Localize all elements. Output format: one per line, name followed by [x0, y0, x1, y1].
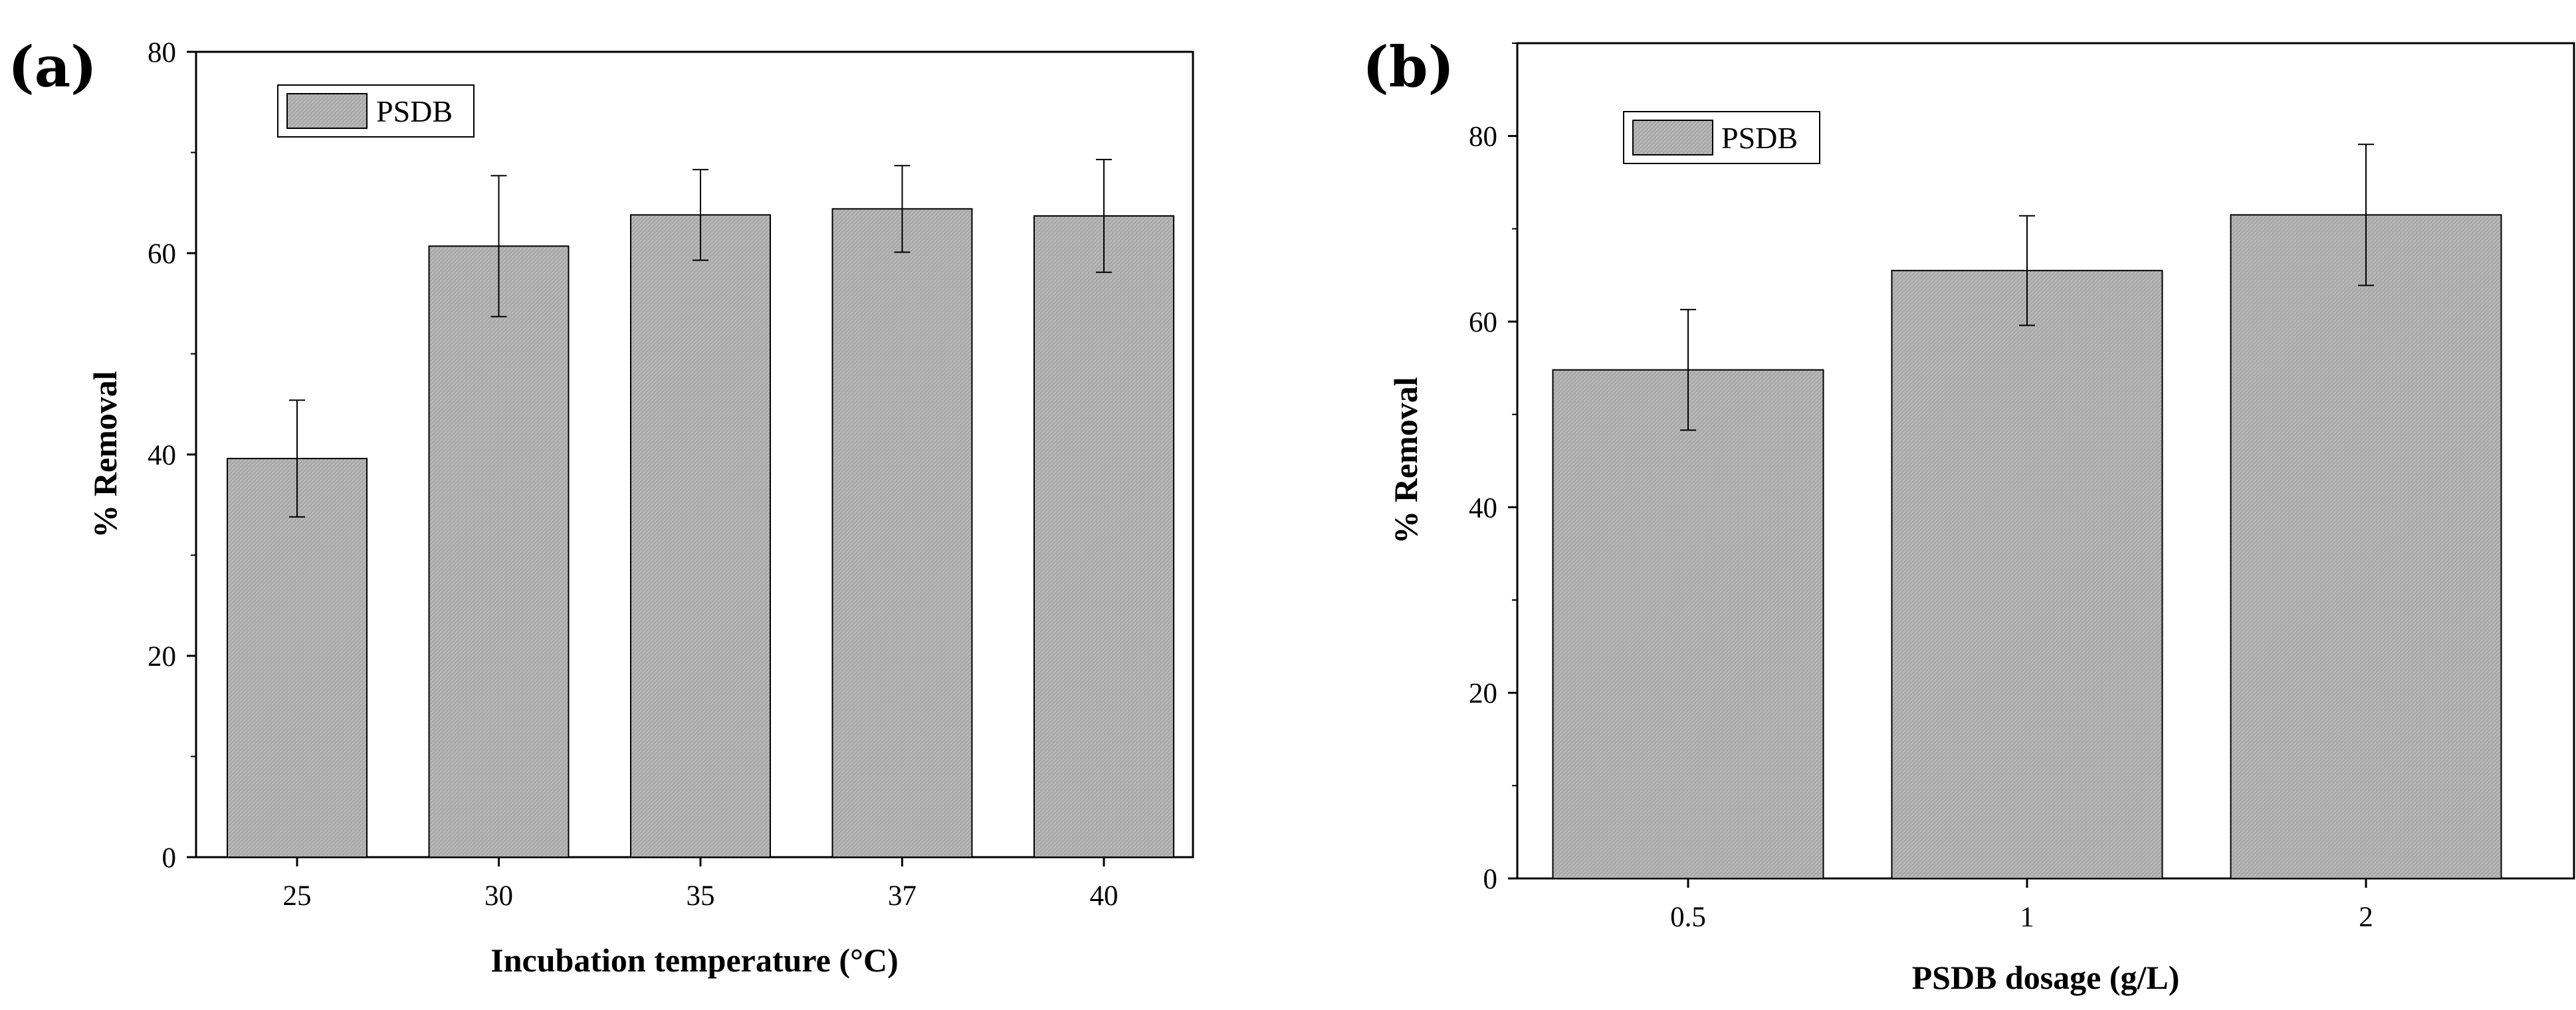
panel-label-b: (b): [1362, 34, 1454, 100]
bar-a-4: [1033, 215, 1174, 858]
bar-a-0: [227, 458, 368, 858]
x-tick-label-a-4: 40: [1090, 880, 1119, 912]
x-tick-label-b-1: 1: [2020, 902, 2034, 933]
bar-b-2: [2230, 214, 2502, 879]
chart-panel-b: (b) 0 20 40 60 80 0.5 1 2 PSDB dosage (g/L) % …: [1362, 34, 2575, 996]
y-tick-label-a-3: 60: [148, 239, 176, 270]
chart-panel-a: (a) 0 20 40 60 80 25 30 35 37 40 Incubation temp…: [8, 34, 1194, 979]
y-tick-label-b-3: 60: [1469, 307, 1497, 338]
bars-b: [1552, 144, 2502, 879]
x-axis-a: 25 30 35 37 40: [283, 857, 1119, 912]
bar-a-3: [831, 208, 973, 858]
y-axis-b: 0 20 40 60 80: [1469, 43, 1517, 895]
y-tick-label-b-1: 20: [1469, 678, 1497, 710]
legend-a: PSDB: [277, 84, 475, 138]
x-axis-title-b: PSDB dosage (g/L): [1912, 959, 2180, 996]
y-tick-label-a-2: 40: [148, 440, 176, 471]
x-tick-label-a-1: 30: [484, 880, 513, 912]
legend-swatch-b: [1632, 120, 1713, 155]
x-tick-label-b-0: 0.5: [1670, 902, 1706, 933]
legend-b: PSDB: [1623, 111, 1820, 164]
legend-swatch-a: [286, 93, 368, 129]
legend-label-b: PSDB: [1721, 121, 1798, 155]
y-tick-label-b-2: 40: [1469, 492, 1497, 524]
y-tick-label-b-0: 0: [1483, 864, 1498, 895]
panel-label-a: (a): [8, 34, 97, 100]
y-tick-label-b-4: 80: [1469, 122, 1497, 153]
y-tick-label-a-1: 20: [148, 641, 176, 672]
x-tick-label-a-3: 37: [888, 880, 916, 912]
y-tick-label-a-0: 0: [162, 843, 177, 874]
bars-a: [227, 159, 1174, 858]
y-axis-title-a: % Removal: [86, 371, 124, 538]
x-axis-title-a: Incubation temperature (°C): [490, 942, 898, 979]
y-axis-title-b: % Removal: [1387, 377, 1424, 544]
legend-label-a: PSDB: [376, 94, 453, 128]
bar-a-1: [428, 245, 570, 858]
y-tick-label-a-4: 80: [148, 37, 176, 68]
bar-a-2: [630, 214, 771, 858]
y-axis-a: 0 20 40 60 80: [148, 37, 196, 874]
x-tick-label-a-0: 25: [283, 880, 312, 912]
x-tick-label-a-2: 35: [687, 880, 715, 912]
x-axis-b: 0.5 1 2: [1670, 878, 2373, 933]
bar-b-1: [1891, 270, 2163, 879]
x-tick-label-b-2: 2: [2359, 902, 2373, 933]
bar-b-0: [1552, 369, 1824, 879]
